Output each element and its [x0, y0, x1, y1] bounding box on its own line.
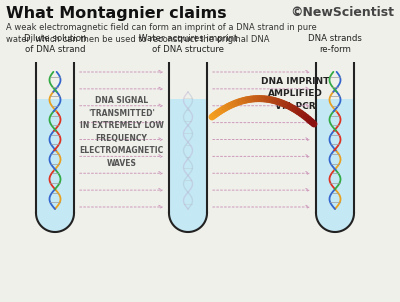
- Text: DNA strands
re-form: DNA strands re-form: [308, 34, 362, 54]
- Text: DNA IMPRINT
AMPLIFIED
VIA PCR: DNA IMPRINT AMPLIFIED VIA PCR: [261, 77, 329, 111]
- Text: Water acquires imprint
of DNA structure: Water acquires imprint of DNA structure: [139, 34, 237, 54]
- Text: DNA SIGNAL
'TRANSMITTED'
IN EXTREMELY LOW
FREQUENCY
ELECTROMAGNETIC
WAVES: DNA SIGNAL 'TRANSMITTED' IN EXTREMELY LO…: [79, 96, 164, 168]
- Bar: [37, 99, 73, 215]
- Bar: [170, 99, 206, 215]
- Polygon shape: [317, 213, 353, 231]
- Polygon shape: [37, 213, 73, 231]
- Bar: [317, 99, 353, 215]
- Text: Dilute solution
of DNA strand: Dilute solution of DNA strand: [24, 34, 86, 54]
- Text: ©NewScientist: ©NewScientist: [290, 6, 394, 19]
- Text: What Montagnier claims: What Montagnier claims: [6, 6, 227, 21]
- Text: A weak electromagnetic field can form an imprint of a DNA strand in pure
water, : A weak electromagnetic field can form an…: [6, 23, 317, 44]
- Polygon shape: [170, 213, 206, 231]
